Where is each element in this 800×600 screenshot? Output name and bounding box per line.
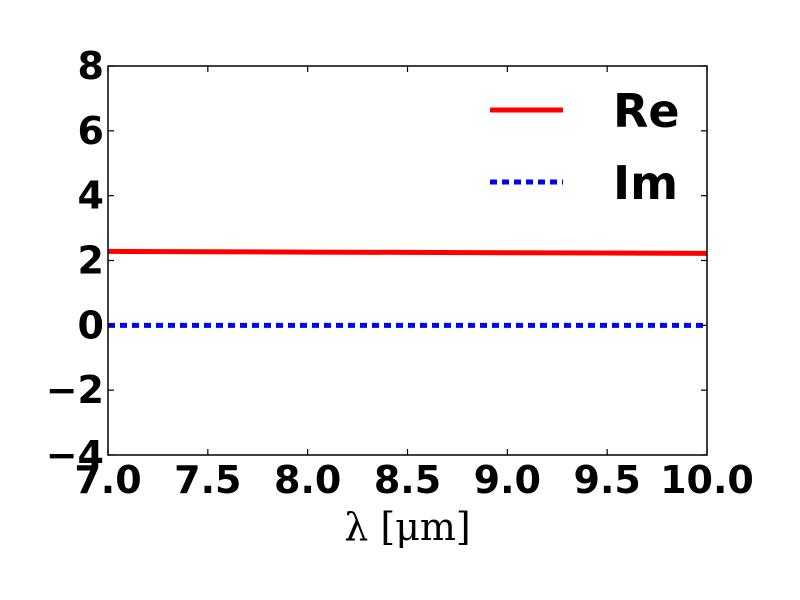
y-tick-label: 8 [78, 44, 104, 88]
x-axis-label: λ [μm] [344, 505, 471, 549]
series-layer [107, 248, 708, 328]
y-tick-label: 6 [78, 109, 104, 153]
x-tick-label: 8.0 [274, 458, 341, 502]
legend: Re Im [490, 84, 680, 210]
x-tick-label: 10.0 [660, 458, 754, 502]
x-tick-label: 9.0 [474, 458, 541, 502]
y-tick-label: 2 [78, 239, 104, 283]
legend-label-im: Im [613, 156, 678, 210]
y-tick-label: −2 [46, 368, 104, 412]
ticks-layer: 7.0 7.5 8.0 8.5 9.0 9.5 10.0 −4 −2 0 2 4 6 8 [46, 44, 754, 502]
x-tick-label: 7.5 [174, 458, 241, 502]
y-tick-label: 0 [78, 303, 104, 347]
y-tick-label: −4 [46, 433, 104, 477]
series-line-re [107, 248, 708, 256]
legend-label-re: Re [613, 84, 680, 138]
y-tick-label: 4 [78, 174, 104, 218]
x-tick-label: 8.5 [374, 458, 441, 502]
x-tick-label: 9.5 [574, 458, 641, 502]
x-tick-label: 7.0 [74, 458, 141, 502]
